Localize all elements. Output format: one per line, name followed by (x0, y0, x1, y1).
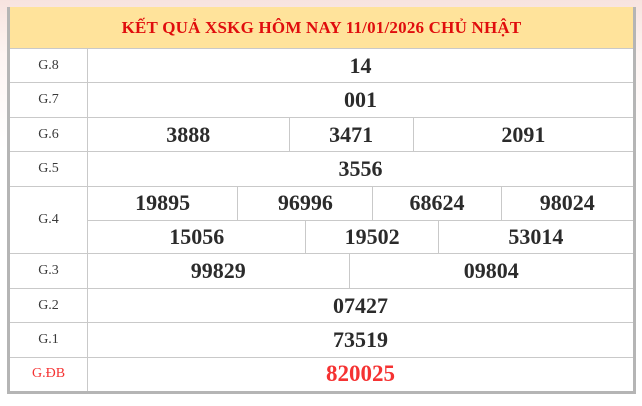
results-title: KẾT QUẢ XSKG HÔM NAY 11/01/2026 CHỦ NHẬT (121, 17, 522, 37)
prize-value-line: 99829 09804 (88, 254, 633, 288)
prize-value: 14 (349, 52, 372, 78)
prize-value-line: 820025 (88, 358, 633, 391)
prize-value: 73519 (333, 326, 388, 352)
prize-label: G.5 (10, 152, 88, 186)
prize-row-g5: G.5 3556 (10, 151, 633, 186)
prize-label: G.7 (10, 83, 88, 117)
prize-value-line: 73519 (88, 323, 633, 356)
prize-value: 3471 (288, 117, 413, 152)
prize-value-line: 15056 19502 53014 (88, 219, 633, 254)
prize-value: 53014 (437, 220, 633, 254)
prize-value-line: 3888 3471 2091 (88, 117, 633, 152)
prize-values: 820025 (88, 358, 633, 391)
prize-value-line: 07427 (88, 289, 633, 322)
prize-value-line: 001 (88, 83, 633, 116)
prize-value: 96996 (237, 186, 372, 220)
prize-label: G.ĐB (10, 357, 88, 392)
prize-label: G.3 (10, 254, 88, 288)
prize-label: G.6 (10, 117, 88, 152)
prize-values: 99829 09804 (88, 254, 633, 288)
prize-value-line: 3556 (88, 152, 633, 185)
prize-value: 2091 (412, 117, 633, 152)
prize-value: 3888 (166, 121, 211, 147)
results-header: KẾT QUẢ XSKG HÔM NAY 11/01/2026 CHỦ NHẬT (10, 7, 633, 48)
prize-row-g7: G.7 001 (10, 82, 633, 117)
prize-row-gb: G.ĐB 820025 (10, 356, 633, 392)
prize-value: 68624 (372, 186, 500, 220)
prize-value: 001 (344, 87, 377, 113)
prize-label: G.8 (10, 49, 88, 83)
prize-value: 09804 (348, 254, 633, 288)
prize-row-g2: G.2 07427 (10, 287, 633, 323)
prize-values: 07427 (88, 289, 633, 322)
prize-value: 99829 (190, 258, 246, 284)
prize-values: 73519 (88, 323, 633, 356)
prize-value: 19502 (305, 220, 437, 254)
prize-value-line: 14 (88, 49, 633, 82)
prize-values: 001 (88, 83, 633, 116)
prize-row-g4: G.4 19895 96996 68624 98024 15056 19502 53014 (10, 185, 633, 254)
prize-row-g3: G.3 99829 09804 (10, 253, 633, 288)
prize-value: 07427 (333, 292, 388, 318)
prize-values: 19895 96996 68624 98024 15056 19502 53014 (88, 186, 633, 254)
prize-value: 15056 (169, 223, 225, 249)
prize-value: 3556 (338, 155, 383, 181)
prize-values: 14 (88, 49, 633, 82)
prize-row-g6: G.6 3888 3471 2091 (10, 116, 633, 152)
prize-rows-container: G.8 14 G.7 001 G.6 3888 3471 2091 G.5 3556 G.4 1989… (10, 48, 633, 392)
prize-row-g1: G.1 73519 (10, 322, 633, 357)
prize-value-line: 19895 96996 68624 98024 (88, 186, 633, 220)
prize-label: G.4 (10, 186, 88, 254)
prize-value: 98024 (500, 186, 633, 220)
prize-values: 3888 3471 2091 (88, 117, 633, 152)
lottery-results-table: KẾT QUẢ XSKG HÔM NAY 11/01/2026 CHỦ NHẬT… (7, 7, 636, 394)
prize-label: G.2 (10, 288, 88, 323)
prize-values: 3556 (88, 152, 633, 185)
prize-value: 820025 (326, 361, 395, 387)
prize-label: G.1 (10, 323, 88, 357)
prize-row-g8: G.8 14 (10, 48, 633, 83)
prize-value: 19895 (135, 190, 191, 216)
